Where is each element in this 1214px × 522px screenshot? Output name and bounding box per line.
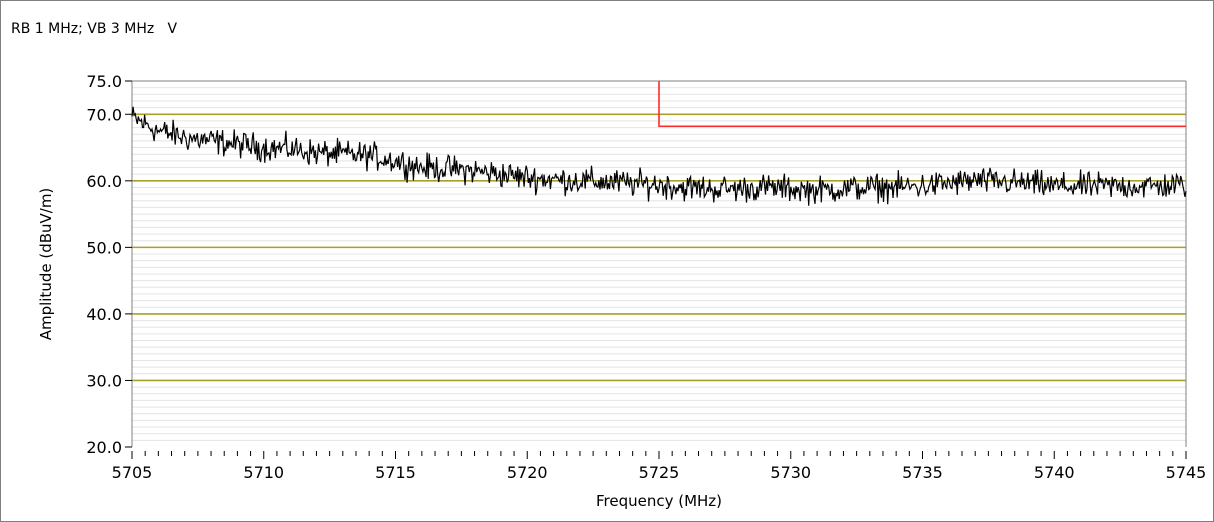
x-tick-label: 5710 bbox=[243, 463, 284, 482]
y-tick-label: 75.0 bbox=[86, 72, 122, 91]
measurement-settings-label: RB 1 MHz; VB 3 MHz V bbox=[11, 21, 178, 37]
y-tick-label: 30.0 bbox=[86, 371, 122, 390]
x-tick-label: 5735 bbox=[902, 463, 943, 482]
x-tick-label: 5740 bbox=[1034, 463, 1075, 482]
x-tick-label: 5720 bbox=[507, 463, 548, 482]
y-tick-label: 50.0 bbox=[86, 238, 122, 257]
limit-line bbox=[658, 81, 1186, 128]
x-tick-label: 5725 bbox=[639, 463, 680, 482]
x-tick-label: 5730 bbox=[770, 463, 811, 482]
y-tick-label: 60.0 bbox=[86, 172, 122, 191]
y-tick-label: 20.0 bbox=[86, 438, 122, 457]
x-axis-title: Frequency (MHz) bbox=[596, 492, 722, 510]
x-tick-label: 5705 bbox=[112, 463, 153, 482]
y-axis-title: Amplitude (dBuV/m) bbox=[37, 188, 55, 341]
x-tick-label: 5715 bbox=[375, 463, 416, 482]
y-tick-label: 40.0 bbox=[86, 305, 122, 324]
y-tick-label: 70.0 bbox=[86, 105, 122, 124]
measurement-trace bbox=[131, 106, 1187, 206]
x-tick-label: 5745 bbox=[1166, 463, 1207, 482]
